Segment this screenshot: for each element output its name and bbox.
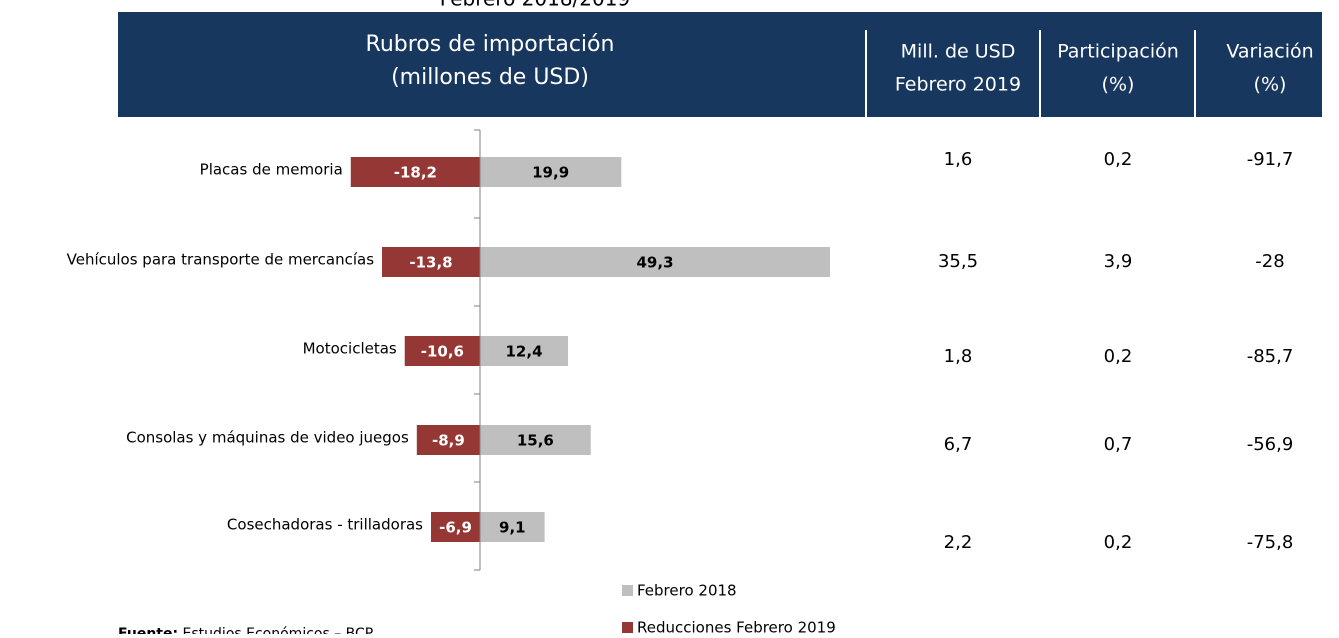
bar <box>416 425 480 455</box>
chart-title: Febrero 2018/2019 <box>440 0 630 11</box>
table-cell: 35,5 <box>938 251 978 272</box>
value-label: -10,6 <box>421 343 464 361</box>
header-text: Febrero 2019 <box>895 74 1021 96</box>
table-cell: -91,7 <box>1247 149 1294 170</box>
table-cell: 3,9 <box>1104 251 1133 272</box>
category-label: Cosechadoras - trilladoras <box>227 516 423 534</box>
header-text: Mill. de USD <box>901 41 1016 63</box>
legend-swatch <box>622 585 633 596</box>
legend-swatch <box>622 622 633 633</box>
table-cell: 0,2 <box>1104 532 1133 553</box>
value-label: 9,1 <box>499 519 526 537</box>
table-cell: 1,8 <box>944 346 973 367</box>
bar <box>480 247 831 277</box>
bar <box>382 247 480 277</box>
header-text: (millones de USD) <box>391 65 589 90</box>
value-label: 15,6 <box>517 432 554 450</box>
bar <box>480 157 622 187</box>
table-cell: -28 <box>1255 251 1284 272</box>
category-label: Consolas y máquinas de video juegos <box>126 429 409 447</box>
bar <box>480 336 569 366</box>
value-label: 49,3 <box>637 254 674 272</box>
table-cell: 6,7 <box>944 434 973 455</box>
table-cell: -85,7 <box>1247 346 1294 367</box>
table-cell: 0,2 <box>1104 149 1133 170</box>
value-label: 12,4 <box>506 343 543 361</box>
header-text: Variación <box>1226 41 1313 63</box>
table-cell: -75,8 <box>1247 532 1294 553</box>
table-cell: 1,6 <box>944 149 973 170</box>
category-label: Placas de memoria <box>200 161 343 179</box>
category-label: Vehículos para transporte de mercancías <box>67 251 375 269</box>
value-label: -13,8 <box>409 254 452 272</box>
table-cell: 2,2 <box>944 532 973 553</box>
source-text: Estudios Económicos – BCP <box>183 626 374 634</box>
header-text: Participación <box>1057 41 1179 63</box>
value-label: -6,9 <box>439 519 472 537</box>
table-cell: 0,7 <box>1104 434 1133 455</box>
legend-label: Reducciones Febrero 2019 <box>637 619 836 635</box>
header-bar <box>118 12 1322 117</box>
value-label: -8,9 <box>432 432 465 450</box>
bar <box>431 512 480 542</box>
bar <box>480 425 591 455</box>
source: Fuente: Estudios Económicos – BCP <box>118 626 373 634</box>
bar <box>404 336 480 366</box>
table-cell: -56,9 <box>1247 434 1294 455</box>
header-text: (%) <box>1254 74 1287 96</box>
bar <box>480 512 545 542</box>
table-cell: 0,2 <box>1104 346 1133 367</box>
value-label: -18,2 <box>394 164 437 182</box>
bar <box>350 157 480 187</box>
source-label: Fuente: <box>118 626 178 634</box>
category-label: Motocicletas <box>303 340 397 358</box>
value-label: 19,9 <box>532 164 569 182</box>
header-text: (%) <box>1102 74 1135 96</box>
header-text: Rubros de importación <box>366 32 615 57</box>
legend-label: Febrero 2018 <box>637 582 737 600</box>
